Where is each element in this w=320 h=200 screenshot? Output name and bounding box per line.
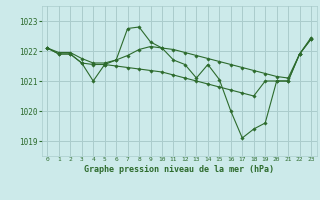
X-axis label: Graphe pression niveau de la mer (hPa): Graphe pression niveau de la mer (hPa) xyxy=(84,165,274,174)
